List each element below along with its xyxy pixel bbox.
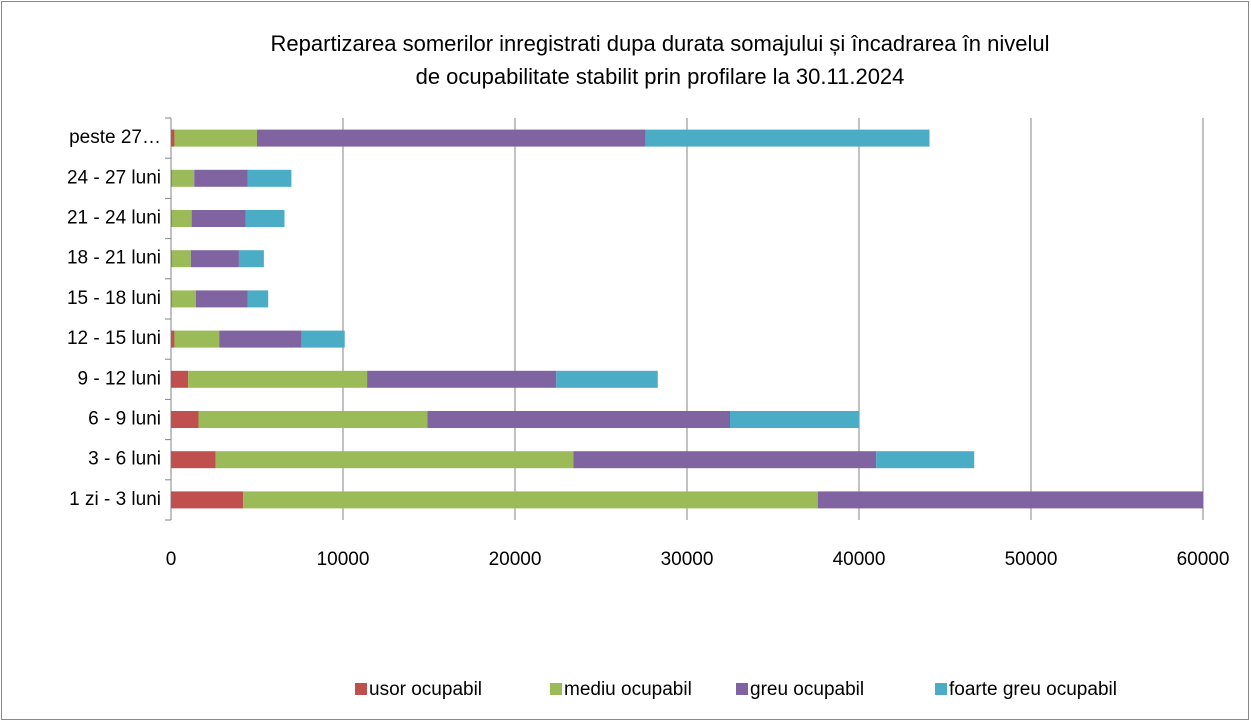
bar-segment — [257, 129, 646, 147]
legend-swatch — [935, 683, 947, 695]
bar-segment — [171, 210, 172, 227]
y-tick-label: 9 - 12 luni — [78, 368, 161, 389]
y-tick-label: 15 - 18 luni — [67, 288, 161, 309]
bar-segment — [219, 330, 302, 348]
bar-segment — [171, 370, 189, 388]
bar-segment — [194, 169, 248, 187]
legend-label: usor ocupabil — [369, 679, 482, 700]
y-tick-label: peste 27… — [69, 127, 161, 148]
bar-segment — [556, 370, 658, 388]
legend-swatch — [550, 683, 562, 695]
bar-segment — [817, 491, 1203, 509]
x-tick-label: 50000 — [1005, 549, 1058, 570]
bar-segment — [171, 491, 244, 509]
x-tick-label: 20000 — [489, 549, 542, 570]
bar-segment — [238, 250, 264, 268]
bar-segment — [171, 451, 216, 469]
bar-segment — [215, 451, 574, 469]
y-tick-label: 3 - 6 luni — [88, 449, 161, 470]
bar-segment — [191, 210, 246, 227]
bar-segment — [243, 491, 818, 509]
bar-segment — [876, 451, 975, 469]
bar-segment — [198, 411, 428, 428]
legend-swatch — [736, 683, 748, 695]
legend-label: foarte greu ocupabil — [949, 679, 1117, 700]
bar-segment — [367, 370, 557, 388]
x-tick-label: 40000 — [833, 549, 886, 570]
y-tick-label: 1 zi - 3 luni — [69, 489, 161, 510]
chart-title: Repartizarea somerilor inregistrati dupa… — [271, 31, 1050, 56]
bar-segment — [174, 129, 257, 147]
y-tick-label: 21 - 24 luni — [67, 208, 161, 229]
legend-label: greu ocupabil — [750, 679, 864, 700]
chart-title: de ocupabilitate stabilit prin profilare… — [416, 64, 905, 89]
y-tick-label: 6 - 9 luni — [88, 409, 161, 430]
bar-segment — [171, 169, 195, 187]
bar-segment — [573, 451, 877, 469]
y-tick-label: 12 - 15 luni — [67, 328, 161, 349]
x-tick-label: 60000 — [1177, 549, 1230, 570]
bar-segment — [645, 129, 930, 147]
x-tick-label: 0 — [166, 549, 177, 570]
y-tick-label: 24 - 27 luni — [67, 167, 161, 188]
bar-segment — [730, 411, 859, 428]
x-tick-label: 10000 — [317, 549, 370, 570]
bar-segment — [171, 250, 191, 268]
bar-segment — [190, 250, 239, 268]
bar-segment — [247, 290, 269, 308]
bar-segment — [171, 290, 172, 308]
bar-segment — [171, 210, 192, 227]
legend-swatch — [355, 683, 367, 695]
bar-segment — [174, 330, 220, 348]
bar-segment — [247, 169, 292, 187]
bar-segment — [427, 411, 730, 428]
bar-segment — [171, 169, 172, 187]
bar-segment — [245, 210, 285, 227]
x-tick-label: 30000 — [661, 549, 714, 570]
bar-segment — [171, 250, 172, 268]
bar-segment — [301, 330, 345, 348]
legend-label: mediu ocupabil — [564, 679, 692, 700]
bar-segment — [171, 129, 175, 147]
bar-segment — [188, 370, 368, 388]
bar-segment — [171, 411, 199, 428]
bar-segment — [195, 290, 248, 308]
y-tick-label: 18 - 21 luni — [67, 248, 161, 269]
bar-segment — [171, 290, 196, 308]
bar-segment — [171, 330, 175, 348]
